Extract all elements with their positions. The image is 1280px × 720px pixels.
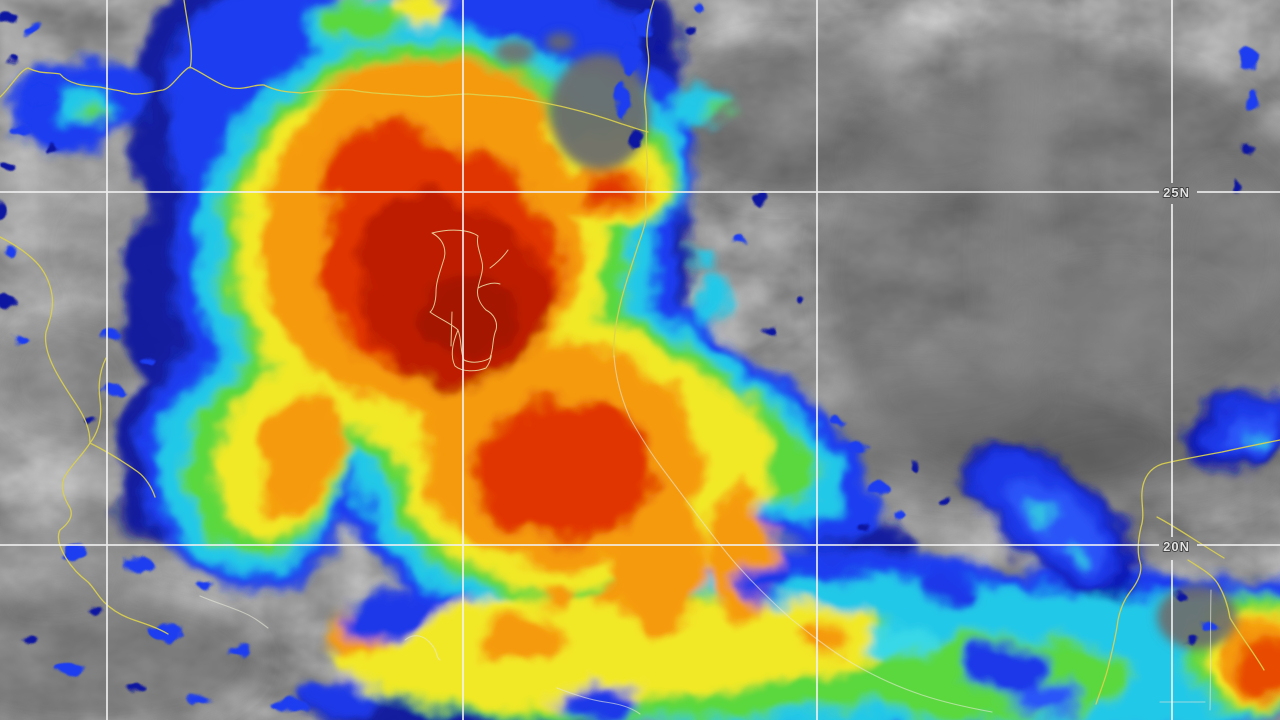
right-edge-blue-patch — [1187, 390, 1280, 470]
gulf-coast-under-cloud — [613, 355, 993, 713]
pacific-coastline — [0, 236, 169, 635]
state-line-bottom-left — [199, 595, 269, 629]
state-border-west-b — [89, 442, 156, 498]
lat-label-25n: 25N — [1163, 185, 1190, 200]
pale-boundaries — [199, 355, 1212, 715]
gray-gaps-layer — [495, 33, 1237, 649]
rio-grande-upper — [183, 0, 192, 69]
border-segment-br-vert — [1209, 589, 1212, 711]
tail-blue-patches — [300, 569, 1085, 720]
us-mexico-border — [0, 66, 649, 133]
state-loop-b — [450, 249, 509, 347]
right-blue-blob — [970, 440, 1140, 600]
storm-cloud-layer — [5, 0, 1280, 720]
dark-red-core — [360, 192, 550, 385]
state-lines-over-core — [429, 229, 509, 372]
lat-label-20n: 20N — [1163, 539, 1190, 554]
coast-wiggle-segment — [404, 635, 441, 661]
veracruz-coast-segment — [556, 687, 641, 715]
texas-coastline — [613, 0, 655, 357]
border-bottom-right-b — [1156, 516, 1225, 559]
latitude-labels: 25N 20N — [1162, 184, 1190, 555]
state-loop-c — [451, 329, 492, 372]
border-bottom-right-a — [1187, 559, 1265, 671]
state-border-west-a — [89, 357, 107, 444]
